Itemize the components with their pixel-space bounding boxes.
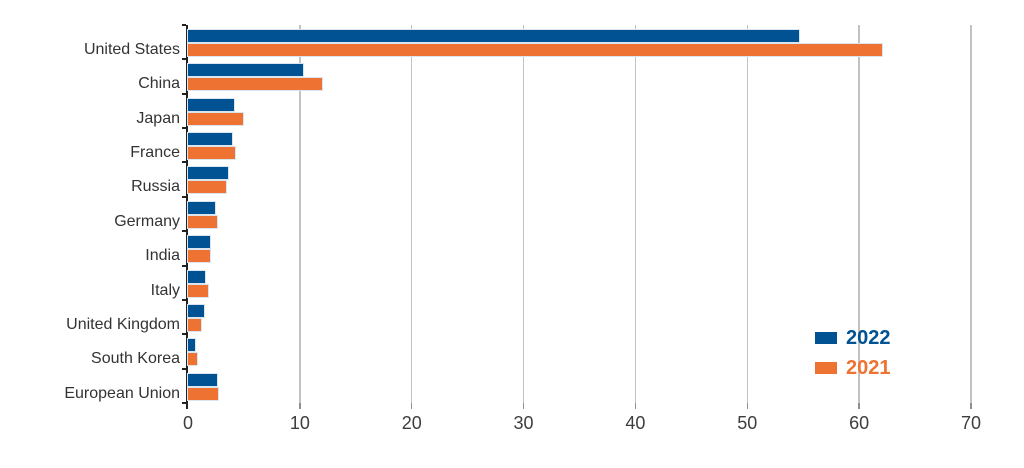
- x-tick-label-20: 20: [401, 413, 422, 433]
- x-tick-label-10: 10: [289, 413, 310, 433]
- bar-2022-india: [186, 235, 212, 250]
- bar-2022-italy: [187, 269, 206, 284]
- y-axis-line: [186, 25, 188, 409]
- bar-2022-european-union: [186, 372, 219, 387]
- category-tick: [182, 127, 186, 130]
- category-label-china: China: [138, 75, 180, 93]
- gridline-50: [746, 25, 749, 403]
- bar-2022-china: [186, 63, 305, 78]
- bar-2022-south-korea: [187, 338, 196, 353]
- x-tick-40: [634, 403, 637, 409]
- x-tick-10: [299, 403, 301, 409]
- category-label-european-union: European Union: [64, 384, 180, 402]
- bar-2021-south-korea: [187, 352, 198, 367]
- x-tick-20: [410, 403, 413, 409]
- category-tick: [182, 402, 186, 404]
- bar-2022-united-kingdom: [187, 303, 205, 318]
- bar-2021-china: [186, 77, 324, 92]
- bar-2021-france: [187, 146, 236, 161]
- category-label-italy: Italy: [150, 281, 180, 299]
- category-tick: [182, 333, 186, 336]
- gridline-60: [858, 25, 860, 403]
- category-label-india: India: [145, 247, 180, 265]
- bar-2021-germany: [186, 214, 219, 229]
- category-tick: [182, 195, 186, 198]
- category-tick: [182, 92, 186, 95]
- gridline-20: [410, 25, 413, 403]
- category-label-south-korea: South Korea: [91, 350, 180, 368]
- x-tick-70: [970, 403, 972, 409]
- gridline-10: [299, 25, 301, 403]
- x-tick-60: [858, 403, 860, 409]
- legend-item-2022: 2022: [815, 328, 891, 348]
- bar-2021-italy: [186, 283, 210, 298]
- gridline-30: [522, 25, 525, 403]
- bar-2022-russia: [186, 166, 230, 181]
- legend-swatch-2022: [815, 332, 837, 344]
- bar-2021-united-kingdom: [186, 317, 203, 332]
- x-tick-label-60: 60: [849, 413, 870, 433]
- gridline-70: [970, 25, 972, 403]
- category-tick: [182, 58, 186, 61]
- x-tick-label-40: 40: [625, 413, 646, 433]
- legend-label-2021: 2021: [846, 357, 891, 379]
- category-label-france: France: [130, 144, 180, 162]
- legend-swatch-2021: [815, 362, 837, 374]
- category-tick: [182, 298, 186, 301]
- bar-2021-united-states: [187, 43, 883, 57]
- bar-2022-united-states: [187, 29, 800, 43]
- x-tick-label-50: 50: [737, 413, 758, 433]
- bar-2022-france: [187, 132, 233, 147]
- x-tick-30: [522, 403, 525, 409]
- x-tick-label-70: 70: [960, 413, 982, 433]
- x-tick-50: [746, 403, 749, 409]
- bar-2021-india: [186, 249, 212, 264]
- category-tick: [182, 24, 186, 26]
- legend-label-2022: 2022: [846, 327, 891, 349]
- category-label-germany: Germany: [114, 212, 180, 230]
- legend: 2022 2021: [815, 328, 891, 378]
- category-label-united-kingdom: United Kingdom: [66, 315, 180, 333]
- category-tick: [182, 367, 186, 370]
- bar-2021-russia: [186, 180, 228, 195]
- bar-2022-germany: [187, 200, 216, 215]
- category-tick: [182, 161, 186, 164]
- category-label-russia: Russia: [131, 178, 180, 196]
- category-label-japan: Japan: [136, 109, 180, 127]
- bar-2021-japan: [187, 111, 244, 126]
- category-label-united-states: United States: [83, 41, 180, 58]
- x-tick-label-0: 0: [182, 413, 193, 433]
- category-tick: [182, 230, 186, 233]
- legend-item-2021: 2021: [815, 358, 891, 378]
- x-tick-label-30: 30: [513, 413, 534, 433]
- category-tick: [182, 264, 186, 267]
- bar-2022-japan: [187, 97, 235, 112]
- bar-2021-european-union: [186, 386, 220, 401]
- gridline-40: [634, 25, 637, 403]
